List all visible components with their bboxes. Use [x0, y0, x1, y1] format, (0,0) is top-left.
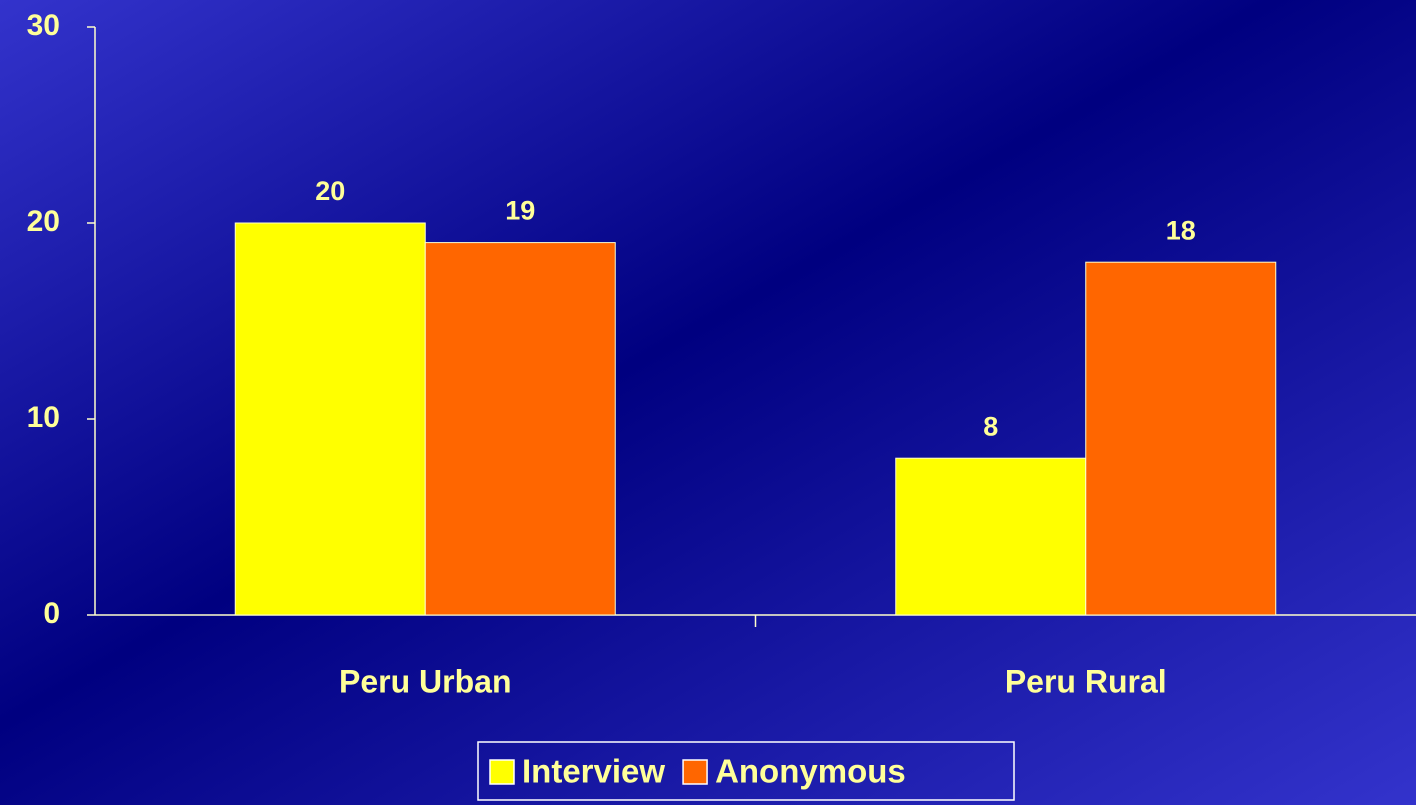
- bar: [895, 457, 1087, 616]
- legend-swatch: [489, 759, 515, 785]
- legend-label: Anonymous: [715, 753, 906, 790]
- x-tick-label: Peru Rural: [1005, 663, 1167, 699]
- y-tick-label: 30: [27, 9, 60, 42]
- bar: [424, 242, 616, 616]
- value-label: 20: [315, 176, 345, 206]
- legend-swatch: [682, 759, 708, 785]
- y-tick-label: 10: [27, 401, 60, 434]
- legend-label: Interview: [522, 753, 665, 790]
- x-tick-label: Peru Urban: [339, 663, 511, 699]
- bar: [1085, 261, 1277, 616]
- y-tick-label: 0: [43, 597, 60, 630]
- value-label: 8: [983, 411, 998, 441]
- legend-box: [477, 741, 1015, 801]
- value-label: 19: [505, 196, 535, 226]
- bar: [234, 222, 426, 616]
- y-tick-label: 20: [27, 205, 60, 238]
- value-label: 18: [1166, 215, 1196, 245]
